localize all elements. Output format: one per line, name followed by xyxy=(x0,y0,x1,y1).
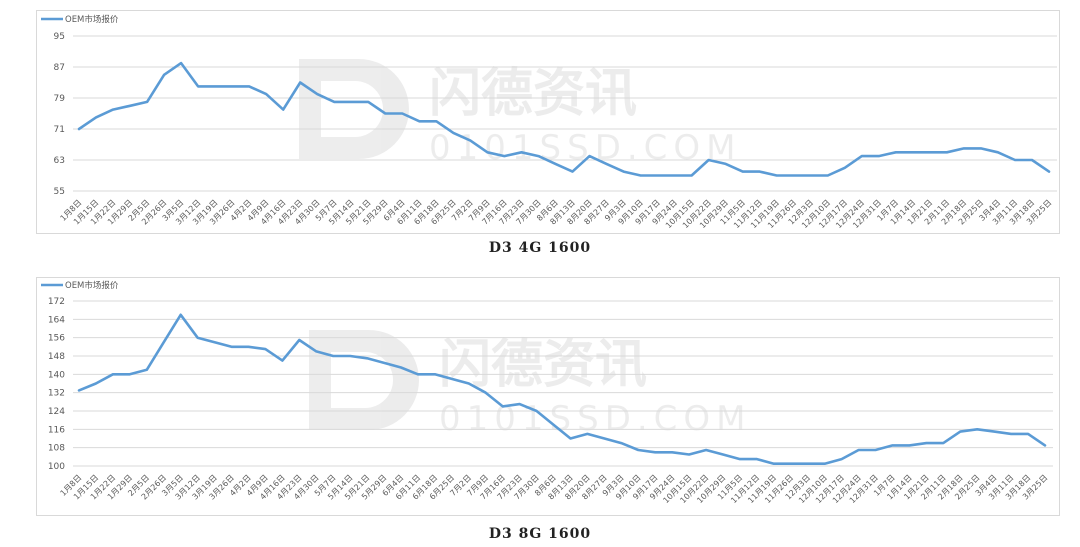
watermark-domain: 0101SSD.COM xyxy=(429,128,742,168)
legend: OEM市场报价 xyxy=(41,14,119,25)
y-tick-label: 124 xyxy=(48,407,65,417)
y-tick-label: 148 xyxy=(48,352,65,362)
watermark-brand: 闪德资讯 xyxy=(439,335,647,395)
chart-panel-4g: 闪德资讯 0101SSD.COM 55 63 71 79 87 95 1月8日 1月15日 1月22… xyxy=(36,10,1060,234)
y-tick-label: 55 xyxy=(54,187,65,197)
legend-label: OEM市场报价 xyxy=(65,14,119,25)
line-chart-4g: 闪德资讯0101SSD.COM5563717987951月8日1月15日1月22… xyxy=(41,14,1057,230)
chart-title-8g: D3 8G 1600 xyxy=(488,526,592,542)
watermark-logo-icon xyxy=(309,330,419,430)
y-tick-label: 100 xyxy=(48,462,65,472)
legend: OEM市场报价 xyxy=(41,280,119,291)
watermark-brand: 闪德资讯 xyxy=(429,64,637,124)
y-tick-label: 79 xyxy=(54,94,66,104)
y-tick-label: 71 xyxy=(54,125,65,135)
legend-label: OEM市场报价 xyxy=(65,280,119,291)
watermark-logo-icon xyxy=(299,59,409,159)
watermark-domain: 0101SSD.COM xyxy=(439,399,752,439)
y-tick-label: 164 xyxy=(48,315,65,325)
chart-title-4g: D3 4G 1600 xyxy=(488,240,592,256)
y-tick-label: 156 xyxy=(48,334,65,344)
y-tick-label: 63 xyxy=(54,156,65,166)
y-tick-label: 95 xyxy=(54,32,65,42)
y-tick-label: 87 xyxy=(54,63,65,73)
series-line xyxy=(77,61,1051,177)
chart-panel-8g: 闪德资讯 0101SSD.COM 100 108 116 124 132 140 148 156 1… xyxy=(36,277,1060,516)
y-tick-label: 108 xyxy=(48,444,65,454)
series-line xyxy=(77,313,1047,465)
y-tick-label: 132 xyxy=(48,389,65,399)
y-tick-label: 116 xyxy=(48,425,65,435)
y-tick-label: 172 xyxy=(48,297,65,307)
y-tick-label: 140 xyxy=(48,370,65,380)
